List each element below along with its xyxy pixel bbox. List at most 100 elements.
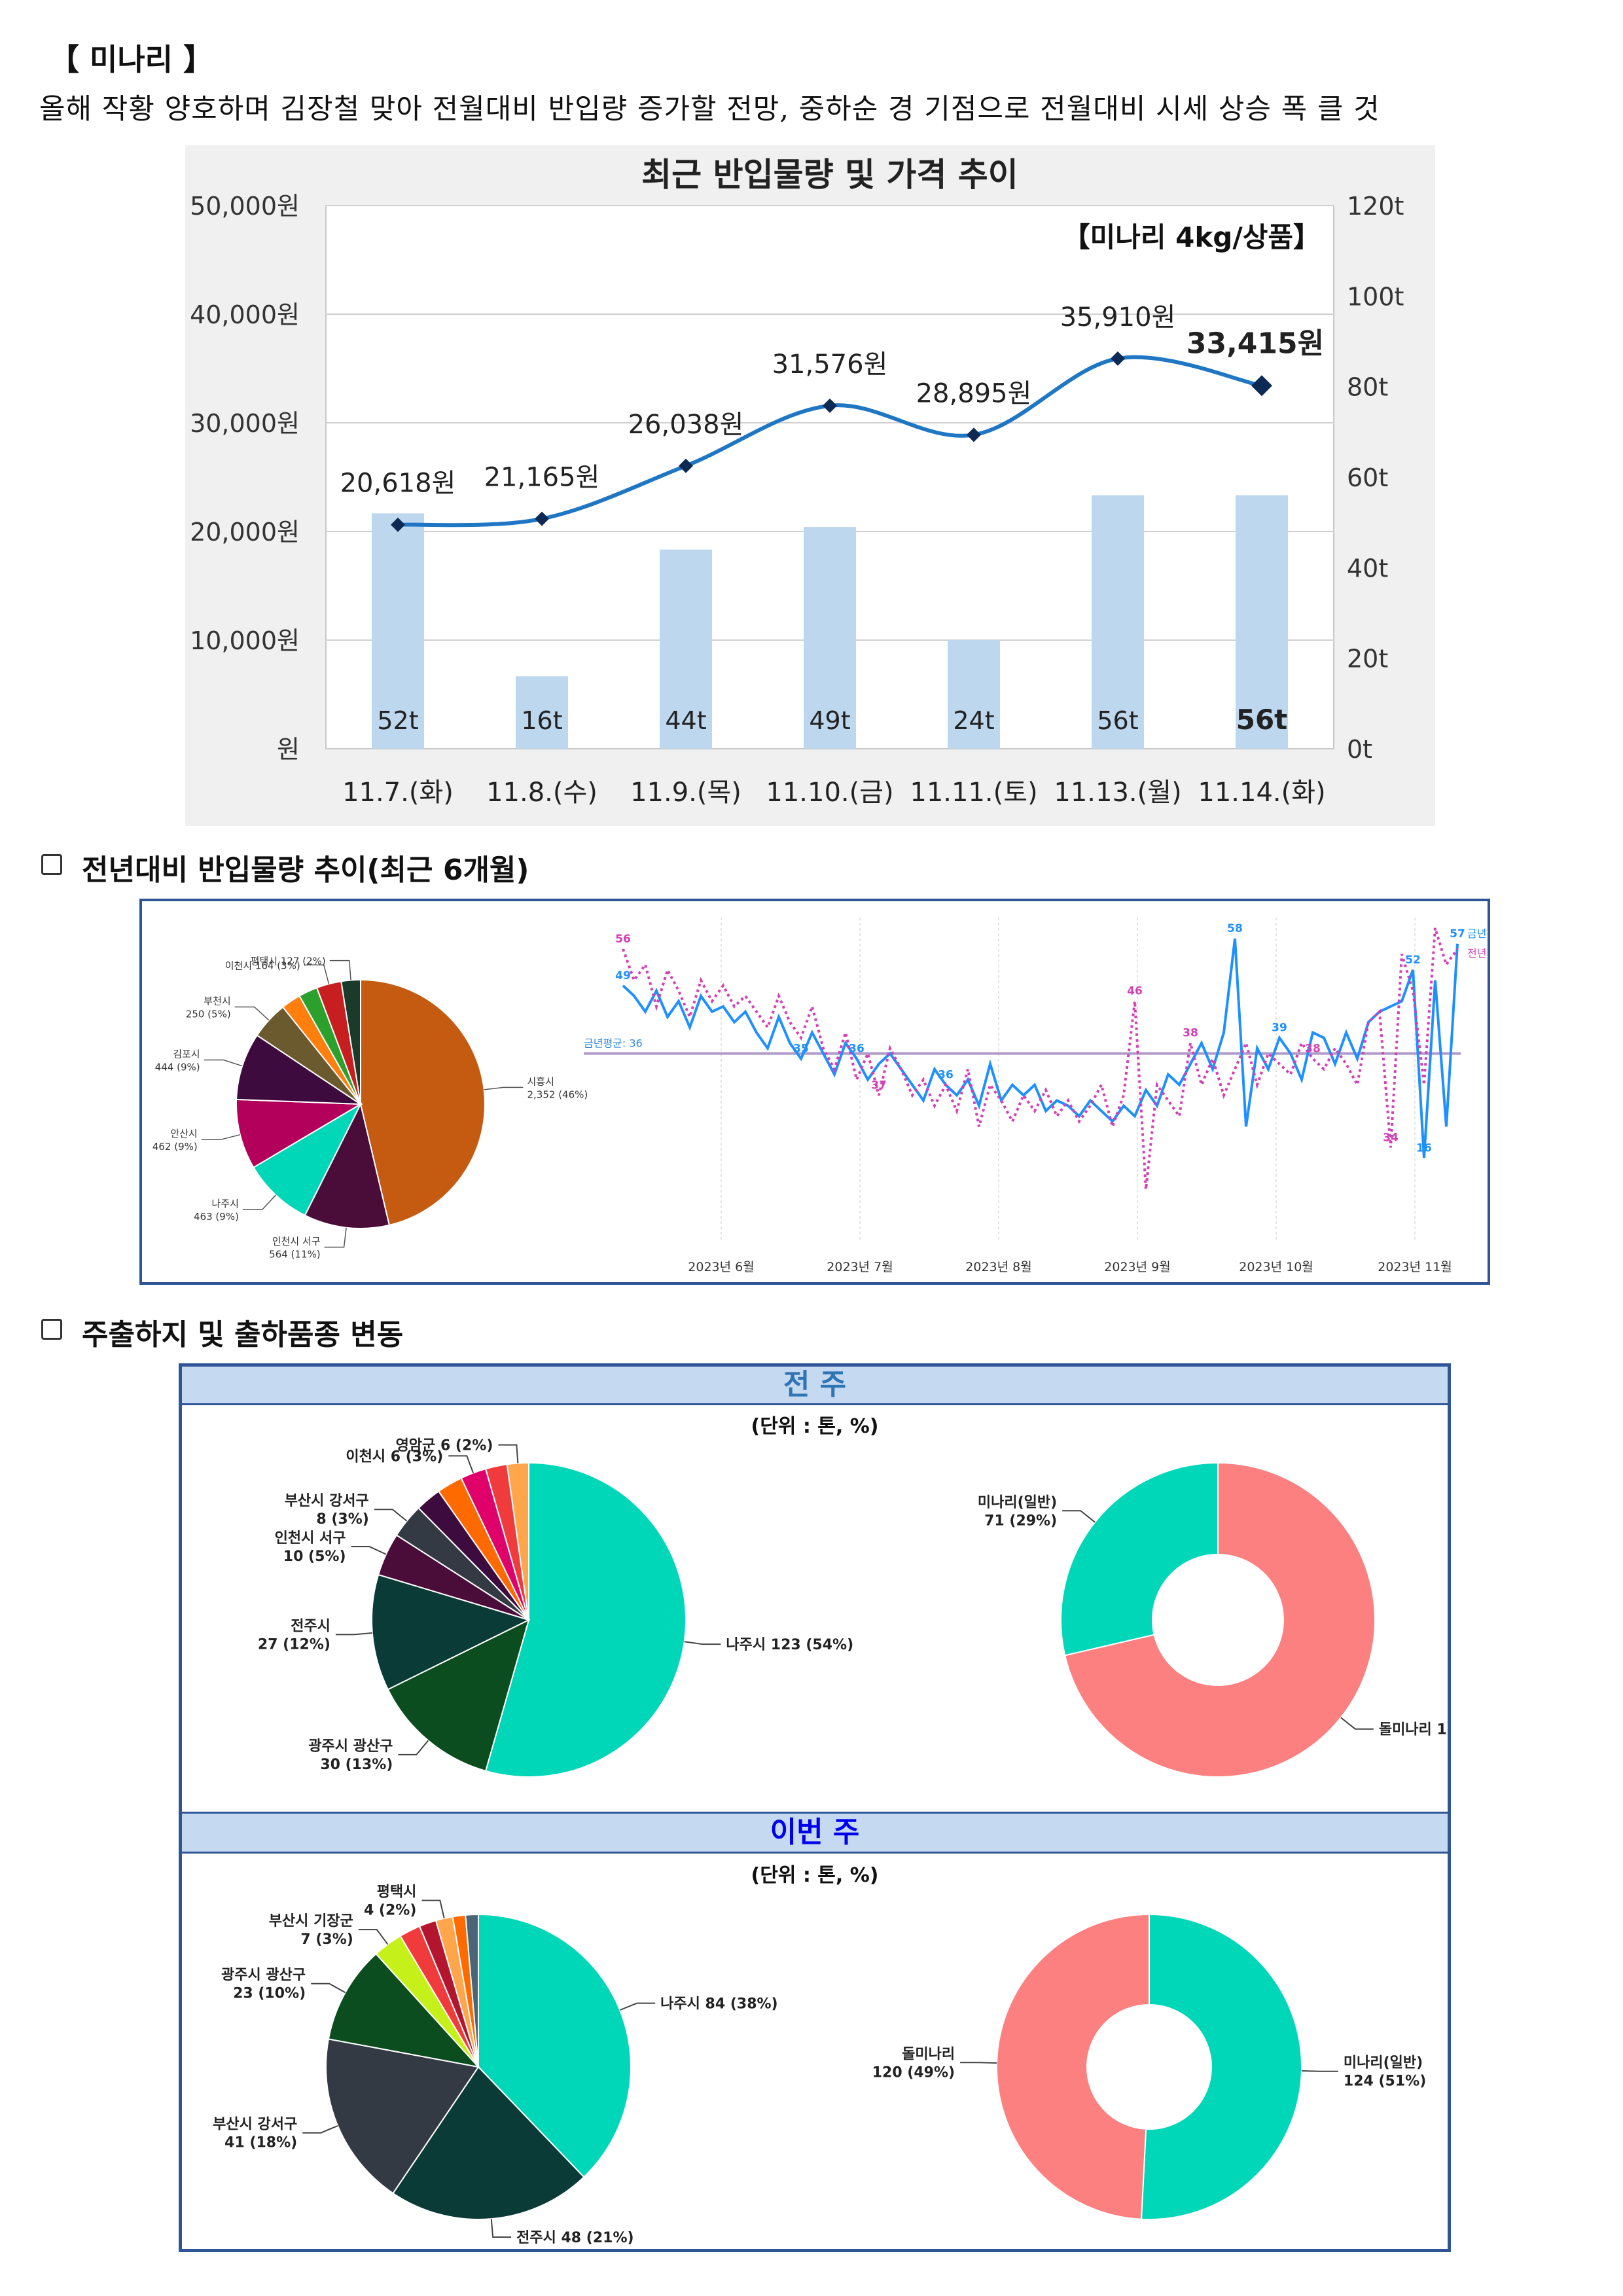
leader-line: [960, 2062, 997, 2064]
volume-bar: [660, 549, 712, 749]
volume-bar: [804, 527, 856, 749]
slice-label: 41 (18%): [224, 2135, 297, 2151]
point-label: 16: [1416, 1141, 1432, 1155]
leader-line: [484, 1086, 524, 1090]
origin-slice: [465, 1913, 479, 2068]
origin-slice: [371, 1573, 531, 1691]
leader-line: [1062, 1510, 1096, 1523]
price-label: 35,910원: [1060, 302, 1176, 332]
slice-label: 23 (10%): [233, 1986, 306, 2002]
slice-label: 124 (51%): [1344, 2073, 1426, 2090]
leader-line: [498, 1444, 519, 1463]
leader-line: [204, 1059, 243, 1067]
price-label: 28,895원: [916, 378, 1032, 408]
volume-label: 56t: [1097, 706, 1138, 735]
price-marker: [1251, 375, 1272, 397]
leader-line: [374, 1509, 408, 1522]
y-right-tick: 0t: [1347, 735, 1372, 764]
variety-slice: [996, 1913, 1150, 2220]
last-week-title: 전 주: [783, 1368, 847, 1401]
variety-slice: [1140, 1913, 1303, 2220]
volume-label: 49t: [809, 706, 850, 735]
variety-slice: [1060, 1462, 1219, 1657]
chart-title: 최근 반입물량 및 가격 추이: [641, 156, 1018, 194]
region-slice: [236, 1034, 363, 1105]
point-label: 35: [793, 1043, 809, 1056]
slice-label: 인천시 서구: [275, 1530, 346, 1547]
origin-title: 주출하지 및 출하품종 변동: [82, 1318, 404, 1352]
point-label: 46: [1127, 985, 1143, 998]
volume-trend-panel: 시흥시 2,352 (46%) 인천시 서구 564 (11%) 나주시 463 (9%)…: [139, 899, 1490, 1285]
region-slice-value: 564 (11%): [269, 1249, 320, 1261]
y-right-tick: 80t: [1347, 373, 1388, 402]
origin-checkbox[interactable]: [41, 1319, 62, 1340]
price-marker: [1111, 351, 1125, 366]
price-volume-svg: 최근 반입물량 및 가격 추이 【미나리 4kg/상품】 원 10,000원 20,00…: [190, 156, 1404, 808]
slice-label: 30 (13%): [320, 1757, 393, 1773]
this-week-unit: (단위 : 톤, %): [751, 1864, 879, 1887]
leader-line: [421, 1899, 445, 1919]
leader-line: [448, 1455, 474, 1473]
point-label: 39: [1272, 1022, 1287, 1035]
price-label: 33,415원: [1186, 327, 1324, 360]
y-right-tick: 60t: [1347, 463, 1388, 492]
origin-slice: [387, 1619, 530, 1772]
slice-label: 전주시 48 (21%): [516, 2230, 633, 2246]
month-tick-label: 2023년 9월: [1104, 1260, 1170, 1274]
leader-line: [684, 1641, 721, 1645]
leader-line: [1301, 2070, 1338, 2072]
volume-bar: [948, 640, 1000, 749]
region-slice-label: 부천시: [204, 995, 230, 1007]
point-label: 38: [1183, 1027, 1198, 1040]
region-slice-value: 2,352 (46%): [527, 1088, 588, 1100]
average-label: 금년평균: 36: [584, 1037, 643, 1050]
region-slice-value: 444 (9%): [155, 1061, 200, 1073]
price-marker: [823, 398, 837, 413]
region-slice-label: 평택시 127 (2%): [251, 956, 326, 967]
point-label: 56: [615, 933, 631, 946]
last-week-unit: (단위 : 톤, %): [751, 1415, 879, 1438]
leader-line: [201, 1134, 241, 1140]
this-week-header: 이번 주: [182, 1812, 1448, 1854]
slice-label: 광주시 광산구: [308, 1738, 393, 1755]
slice-label: 광주시 광산구: [221, 1967, 306, 1984]
region-slice-label: 안산시: [170, 1128, 197, 1139]
month-tick-label: 2023년 10월: [1239, 1260, 1313, 1274]
y-left-tick: 원: [277, 735, 300, 764]
y-right-tick: 40t: [1347, 554, 1388, 583]
x-tick-label: 11.13.(월): [1054, 778, 1181, 808]
this-week-title: 이번 주: [770, 1816, 860, 1849]
leader-line: [1340, 1717, 1374, 1730]
leader-line: [311, 1982, 346, 1994]
month-tick-label: 2023년 8월: [965, 1260, 1031, 1274]
volume-bar: [1092, 495, 1144, 749]
origin-svg: 나주시 123 (54%) 광주시 광산구 30 (13%) 전주시 27 (12%) 인…: [213, 1438, 1448, 2246]
slice-label: 영암군 6 (2%): [396, 1438, 493, 1454]
leader-line: [324, 1227, 347, 1248]
point-label: 36: [938, 1068, 954, 1081]
leader-line: [329, 960, 351, 980]
slice-label: 27 (12%): [258, 1636, 330, 1653]
slice-label: 10 (5%): [283, 1549, 346, 1565]
volume-trend-checkbox[interactable]: [41, 854, 62, 875]
slice-label: 미나리(일반): [1344, 2055, 1423, 2072]
price-marker: [535, 511, 549, 526]
price-label: 21,165원: [484, 463, 600, 493]
y-right-tick: 100t: [1347, 282, 1404, 311]
point-label: 36: [849, 1043, 865, 1056]
volume-bar: [372, 513, 424, 749]
region-slice-label: 이천시 164 (3%): [225, 960, 300, 971]
legend-entry: 전년: [1467, 947, 1486, 960]
region-slice: [304, 1102, 391, 1229]
slice-label: 71 (29%): [984, 1513, 1057, 1529]
y-left-tick: 20,000원: [190, 518, 300, 547]
point-label: 37: [871, 1079, 887, 1092]
leader-line: [619, 2002, 656, 2011]
price-marker: [679, 458, 693, 473]
slice-label: 나주시 84 (38%): [660, 1996, 777, 2013]
x-tick-label: 11.7.(화): [342, 778, 454, 808]
slice-label: 전주시: [291, 1618, 330, 1634]
slice-label: 돌미나리: [902, 2046, 955, 2062]
slice-label: 8 (3%): [316, 1511, 368, 1528]
